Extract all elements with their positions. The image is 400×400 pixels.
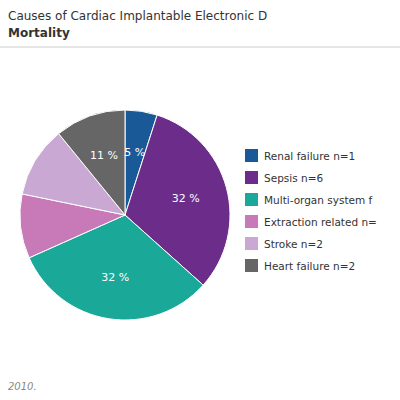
pie	[20, 110, 230, 320]
legend-item: Multi-organ system f	[245, 193, 373, 206]
legend: Renal failure n=1 Sepsis n=6 Multi-organ s…	[245, 149, 377, 272]
pie-slice	[59, 110, 125, 215]
legend-item: Renal failure n=1	[245, 149, 355, 162]
title: Causes of Cardiac Implantable Electronic…	[8, 9, 267, 23]
legend-label: Renal failure n=1	[264, 150, 355, 162]
legend-label: Extraction related n=	[264, 216, 377, 228]
legend-label: Stroke n=2	[264, 238, 323, 250]
legend-swatch	[245, 237, 258, 250]
legend-swatch	[245, 149, 258, 162]
divider	[0, 47, 400, 48]
data-labels: 5 % 32 % 32 % 11 %	[90, 146, 200, 283]
subtitle: Mortality	[8, 26, 70, 40]
data-label: 5 %	[124, 146, 145, 159]
legend-item: Heart failure n=2	[245, 259, 355, 272]
legend-swatch	[245, 193, 258, 206]
legend-label: Multi-organ system f	[264, 194, 373, 206]
data-label: 11 %	[90, 149, 118, 162]
chart: Causes of Cardiac Implantable Electronic…	[0, 0, 400, 400]
data-label: 32 %	[101, 271, 129, 284]
legend-swatch	[245, 171, 258, 184]
legend-item: Extraction related n=	[245, 215, 377, 228]
legend-label: Sepsis n=6	[264, 172, 323, 184]
legend-swatch	[245, 215, 258, 228]
data-label: 32 %	[172, 192, 200, 205]
footnote: 2010.	[8, 381, 37, 392]
legend-swatch	[245, 259, 258, 272]
legend-item: Sepsis n=6	[245, 171, 323, 184]
legend-item: Stroke n=2	[245, 237, 323, 250]
legend-label: Heart failure n=2	[264, 260, 355, 272]
